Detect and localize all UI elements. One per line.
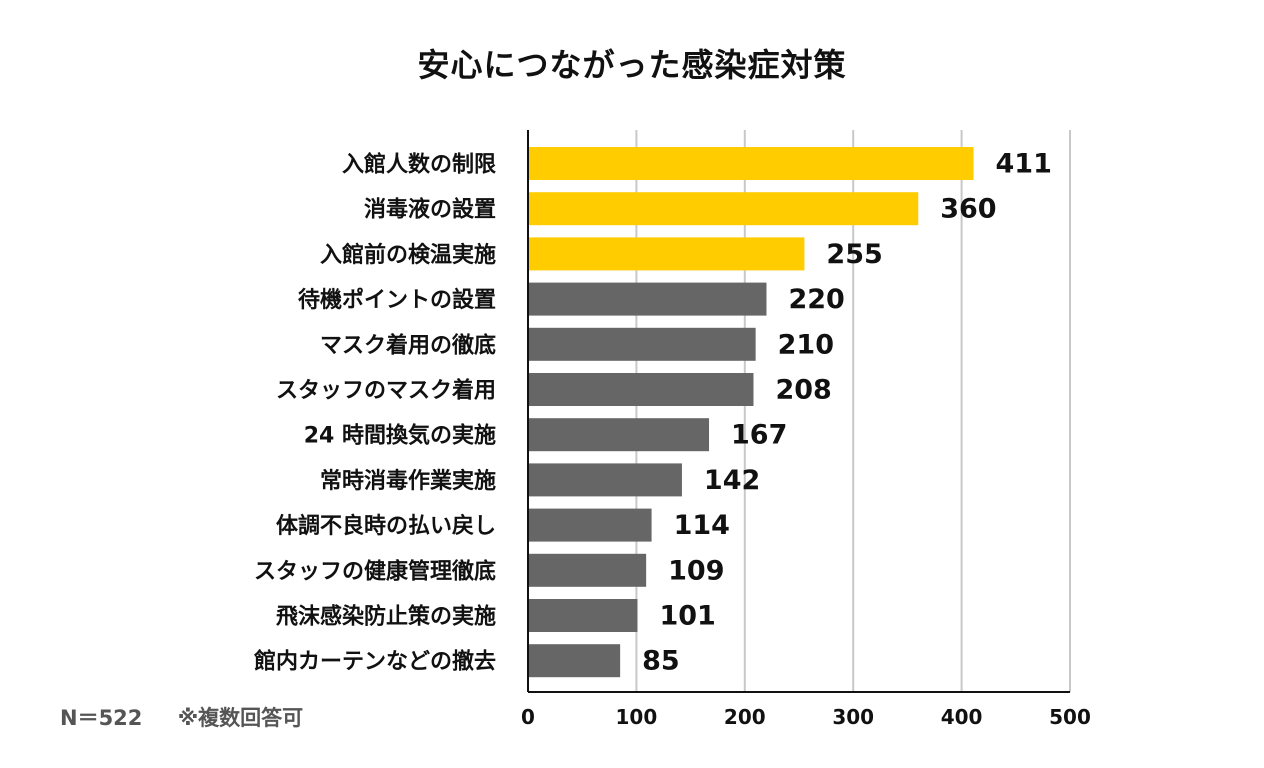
category-label: 消毒液の設置 (364, 197, 496, 223)
bars (528, 147, 974, 678)
sample-size: N＝522 (60, 706, 143, 730)
category-label: スタッフのマスク着用 (276, 378, 496, 404)
value-label: 360 (940, 194, 996, 225)
category-label: 入館前の検温実施 (320, 242, 496, 268)
category-label: 飛沫感染防止策の実施 (276, 604, 496, 630)
category-label: 常時消毒作業実施 (320, 468, 496, 494)
chart-title: 安心につながった感染症対策 (417, 46, 847, 84)
bar (528, 373, 754, 406)
bar (528, 508, 652, 542)
value-label: 85 (642, 646, 680, 677)
value-label: 411 (996, 149, 1052, 180)
bar (528, 327, 756, 361)
value-label: 101 (659, 601, 715, 632)
x-tick-label: 0 (521, 705, 535, 729)
value-label: 167 (731, 420, 787, 451)
axes (527, 130, 1070, 693)
category-label: 館内カーテンなどの撤去 (254, 649, 496, 675)
bar (528, 147, 974, 180)
bar (528, 282, 767, 316)
value-label: 255 (826, 239, 882, 270)
x-tick-labels: 0 100 200 300 400 500 (521, 705, 1091, 729)
x-tick-label: 100 (616, 705, 658, 729)
x-tick-label: 300 (832, 705, 874, 729)
bar (528, 644, 621, 678)
footnote: N＝522 ※複数回答可 (60, 702, 303, 732)
category-label: 体調不良時の払い戻し (276, 513, 496, 539)
value-label: 114 (674, 510, 730, 541)
value-label: 210 (778, 329, 834, 360)
category-label: 24 時間換気の実施 (304, 423, 496, 449)
category-label: 入館人数の制限 (342, 152, 496, 178)
value-label: 220 (788, 284, 844, 315)
bar (528, 553, 647, 587)
category-label: スタッフの健康管理徹底 (254, 558, 496, 584)
bar (528, 237, 805, 271)
bar (528, 192, 919, 226)
value-label: 109 (668, 555, 724, 586)
category-label: マスク着用の徹底 (320, 332, 496, 358)
bar (528, 418, 710, 452)
multiple-answer-note: ※複数回答可 (177, 706, 304, 730)
value-label: 208 (775, 375, 831, 406)
x-tick-label: 200 (724, 705, 766, 729)
category-label: 待機ポイントの設置 (298, 287, 496, 313)
bar (528, 599, 638, 632)
x-tick-label: 500 (1049, 705, 1091, 729)
value-label: 142 (704, 465, 760, 496)
category-labels: 入館人数の制限消毒液の設置入館前の検温実施待機ポイントの設置マスク着用の徹底スタ… (254, 152, 496, 675)
x-tick-label: 400 (941, 705, 983, 729)
bar (528, 463, 682, 497)
